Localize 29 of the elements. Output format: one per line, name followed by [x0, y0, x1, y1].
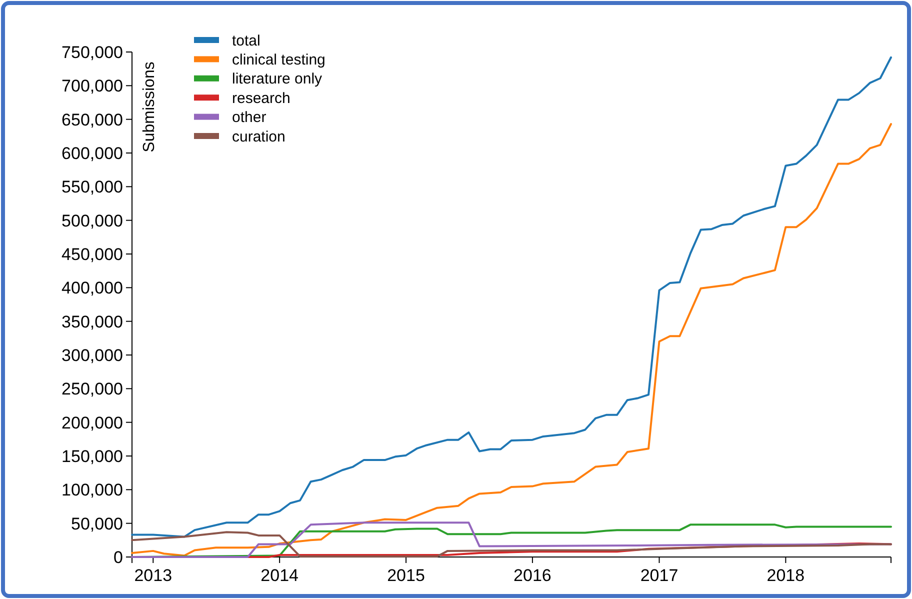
x-tick-label: 2013	[134, 566, 172, 585]
y-axis-title: Submissions	[141, 62, 158, 152]
x-tick-label: 2014	[260, 566, 298, 585]
legend-label: clinical testing	[232, 51, 326, 68]
y-tick-label: 50,000	[71, 514, 123, 534]
y-tick-label: 650,000	[62, 110, 123, 130]
y-tick-label: 150,000	[62, 446, 123, 466]
y-tick-label: 300,000	[62, 346, 123, 365]
y-tick-label: 500,000	[62, 211, 123, 230]
y-tick-label: 450,000	[62, 244, 123, 264]
x-tick-label: 2018	[766, 566, 805, 585]
y-tick-label: 250,000	[62, 380, 123, 399]
x-tick-label: 2016	[514, 566, 552, 585]
y-tick-label: 550,000	[62, 178, 123, 197]
legend-label: literature only	[232, 70, 323, 88]
legend-label: research	[232, 90, 290, 107]
y-tick-label: 350,000	[62, 312, 123, 332]
legend-label: total	[232, 32, 260, 50]
y-tick-label: 600,000	[62, 144, 123, 163]
x-tick-label: 2017	[640, 566, 678, 585]
y-tick-label: 700,000	[62, 76, 123, 96]
y-tick-label: 400,000	[62, 278, 123, 298]
y-tick-label: 200,000	[62, 413, 123, 432]
x-tick-label: 2015	[387, 566, 425, 585]
y-tick-label: 0	[114, 548, 123, 567]
y-tick-label: 750,000	[62, 42, 123, 62]
y-tick-label: 100,000	[62, 480, 123, 500]
legend-label: curation	[232, 128, 286, 146]
legend-label: other	[232, 109, 266, 126]
